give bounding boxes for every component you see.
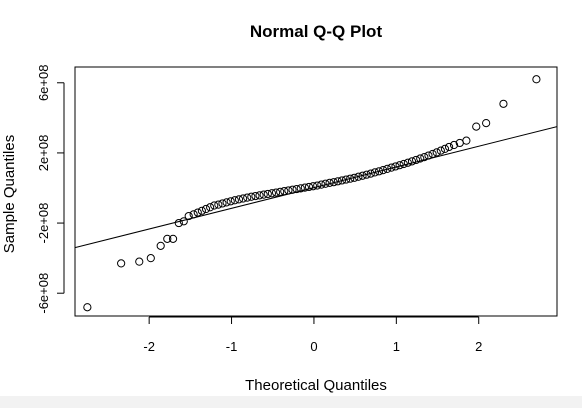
data-point <box>184 211 193 221</box>
data-point <box>284 186 293 195</box>
x-tick-label: 2 <box>475 339 482 354</box>
y-axis: -6e+08 -2e+08 2e+08 6e+08 <box>36 65 65 314</box>
bottom-strip <box>0 396 582 408</box>
data-point <box>358 171 367 180</box>
data-point <box>412 155 421 165</box>
data-point <box>189 210 198 219</box>
data-point <box>238 194 248 203</box>
data-point <box>210 201 219 210</box>
data-point <box>420 153 429 162</box>
data-point <box>440 144 450 153</box>
data-point <box>214 200 223 209</box>
data-point <box>350 173 359 182</box>
y-tick-label: 6e+08 <box>36 65 51 102</box>
y-tick-label: -6e+08 <box>36 273 51 314</box>
data-point <box>472 122 481 131</box>
data-point <box>234 195 244 204</box>
y-tick-label: -2e+08 <box>36 203 51 244</box>
x-axis-label: Theoretical Quantiles <box>245 377 387 394</box>
data-point <box>325 178 334 188</box>
data-point <box>193 208 202 217</box>
data-point <box>163 234 172 243</box>
data-point <box>206 203 215 212</box>
data-point <box>280 187 289 196</box>
data-point <box>462 136 471 145</box>
data-point <box>532 75 541 84</box>
data-point <box>379 166 388 175</box>
data-point <box>383 164 392 173</box>
x-tick-label: 0 <box>310 339 317 354</box>
data-points <box>83 75 541 312</box>
data-point <box>267 189 277 198</box>
data-point <box>247 192 256 201</box>
data-point <box>117 259 126 268</box>
data-point <box>296 184 305 193</box>
data-point <box>288 185 297 194</box>
data-point <box>482 119 491 128</box>
data-point <box>346 174 355 183</box>
data-point <box>391 162 400 171</box>
data-point <box>407 157 417 166</box>
data-point <box>222 198 231 207</box>
data-point <box>197 206 206 215</box>
data-point <box>201 204 211 214</box>
data-point <box>395 161 404 170</box>
x-tick-label: -2 <box>143 339 155 354</box>
data-point <box>432 148 441 157</box>
data-point <box>341 175 351 184</box>
data-point <box>321 179 330 188</box>
data-point <box>374 167 384 176</box>
chart-title: Normal Q-Q Plot <box>250 22 383 41</box>
data-point <box>135 257 144 266</box>
data-point <box>317 180 326 189</box>
data-point <box>156 241 165 250</box>
data-point <box>174 218 183 228</box>
data-point <box>304 182 314 192</box>
data-point <box>292 184 301 194</box>
data-point <box>83 303 92 312</box>
data-point <box>444 142 454 152</box>
data-point <box>354 172 363 181</box>
data-point <box>499 99 508 108</box>
data-point <box>436 146 445 155</box>
data-point <box>370 168 380 177</box>
data-point <box>424 151 433 160</box>
data-point <box>362 170 371 179</box>
data-point <box>263 189 272 199</box>
data-point <box>226 197 235 206</box>
x-tick-label: -1 <box>226 339 238 354</box>
data-point <box>168 234 178 243</box>
data-point <box>271 188 281 197</box>
data-point <box>259 190 268 199</box>
data-point <box>399 159 408 169</box>
y-tick-label: 2e+08 <box>36 135 51 172</box>
data-point <box>255 191 264 200</box>
data-point <box>309 182 318 191</box>
data-point <box>403 158 412 167</box>
data-point <box>313 181 322 190</box>
data-point <box>416 154 425 163</box>
data-point <box>329 178 338 187</box>
x-axis: -2 -1 0 1 2 <box>143 316 482 354</box>
data-point <box>300 183 309 192</box>
data-point <box>387 163 396 172</box>
data-point <box>366 169 375 178</box>
data-point <box>337 176 347 185</box>
y-axis-label: Sample Quantiles <box>1 135 18 253</box>
data-point <box>230 196 239 205</box>
data-point <box>449 140 459 150</box>
data-point <box>428 149 437 159</box>
data-point <box>218 199 227 208</box>
x-tick-label: 1 <box>393 339 400 354</box>
plot-frame <box>74 66 558 317</box>
data-point <box>276 187 285 196</box>
data-point <box>251 191 260 201</box>
data-point <box>179 217 188 226</box>
data-point <box>333 177 342 186</box>
data-point <box>146 254 155 263</box>
reference-line <box>74 126 558 249</box>
data-point <box>243 193 252 202</box>
